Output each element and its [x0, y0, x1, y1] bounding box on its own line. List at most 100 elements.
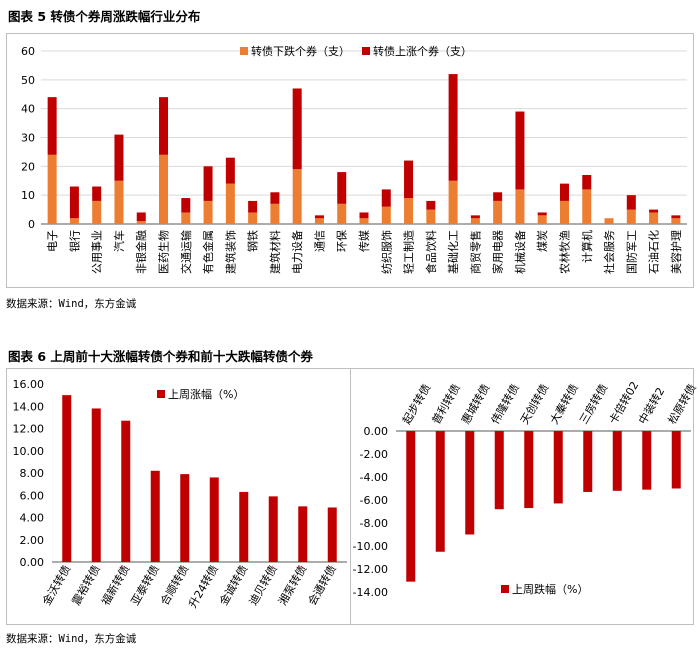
- category-label: 煤炭: [536, 230, 549, 252]
- gainer-bar-8: [298, 506, 308, 562]
- category-label: 食品饮料: [424, 230, 438, 274]
- bar-up-14: [359, 212, 369, 219]
- bar-down-0: [47, 154, 57, 224]
- loser-category-label: 起步转债: [399, 381, 433, 426]
- category-label: 通信: [313, 230, 326, 252]
- gainer-bar-4: [180, 474, 190, 562]
- bar-up-17: [426, 200, 436, 210]
- gainer-category-label: 迪贝转债: [246, 563, 280, 608]
- bar-down-10: [270, 203, 280, 224]
- category-label: 基础化工: [446, 230, 460, 274]
- gainer-category-label: 金诚转债: [216, 563, 250, 608]
- gainer-bar-9: [327, 507, 337, 562]
- loser-category-label: 松原转债: [665, 381, 699, 426]
- bar-down-28: [671, 218, 681, 224]
- bar-up-13: [337, 172, 347, 204]
- figure6-right-frame: 0.00 -2.00 -4.00 -6.00 -8.00 -10.00 -12.00 -14.…: [350, 368, 699, 625]
- category-label: 计算机: [580, 230, 594, 263]
- bar-down-20: [493, 200, 503, 224]
- legend-label-1: 转债上涨个券（支）: [373, 44, 472, 58]
- gainer-category-label: 震裕转债: [69, 563, 103, 608]
- gainer-category-label: 合顺转债: [157, 563, 191, 608]
- category-label: 电力设备: [290, 230, 304, 274]
- bar-down-23: [559, 200, 569, 224]
- y-tick-label: 8.00: [20, 467, 45, 480]
- bar-down-2: [92, 200, 102, 224]
- bar-down-25: [604, 218, 614, 224]
- loser-category-label: 大秦转债: [547, 381, 581, 426]
- legend-label-0: 转债下跌个券（支）: [251, 44, 350, 58]
- y-tick-label: -2.00: [360, 448, 388, 461]
- loser-category-label: 中装转2: [635, 385, 667, 427]
- legend-swatch-1: [362, 47, 370, 55]
- bar-down-24: [582, 189, 592, 224]
- category-label: 银行: [67, 230, 81, 252]
- bar-up-5: [159, 97, 169, 155]
- y-tick-label: 50: [21, 74, 35, 87]
- y-tick-label: 0: [28, 218, 35, 231]
- bar-up-0: [47, 97, 57, 155]
- legend-swatch: [501, 585, 509, 593]
- y-tick-label: 10: [21, 189, 35, 202]
- loser-bar-5: [553, 431, 563, 504]
- category-label: 交通运输: [179, 230, 193, 274]
- category-label: 环保: [335, 230, 349, 252]
- loser-bar-6: [583, 431, 593, 492]
- bar-up-21: [515, 111, 525, 190]
- loser-bar-0: [406, 431, 416, 582]
- bar-up-2: [92, 186, 102, 201]
- loser-category-label: 惠城转债: [458, 381, 492, 426]
- gainer-bar-2: [121, 420, 131, 562]
- bar-up-15: [381, 189, 391, 207]
- bar-up-4: [136, 212, 146, 222]
- bar-down-8: [225, 183, 235, 224]
- bar-down-27: [649, 212, 659, 224]
- gainer-bar-6: [239, 491, 249, 562]
- bar-down-26: [626, 209, 636, 224]
- gainer-category-label: 会通转债: [305, 563, 339, 608]
- bar-up-22: [537, 212, 547, 216]
- y-tick-label: 0.00: [20, 556, 45, 569]
- category-label: 钢铁: [247, 230, 260, 252]
- bar-down-9: [248, 212, 258, 224]
- loser-bar-7: [612, 431, 622, 491]
- loser-category-label: 天创转债: [517, 381, 551, 426]
- bar-up-23: [559, 183, 569, 201]
- y-tick-label: 16.00: [13, 378, 45, 391]
- bar-up-8: [225, 157, 235, 184]
- category-label: 建筑材料: [268, 230, 282, 274]
- bar-up-19: [470, 215, 480, 219]
- gainer-bar-5: [209, 477, 219, 562]
- bar-down-15: [381, 206, 391, 224]
- gainer-bar-3: [150, 470, 160, 562]
- y-tick-label: 14.00: [13, 400, 45, 413]
- loser-bar-4: [524, 431, 534, 509]
- y-tick-label: 60: [21, 45, 35, 58]
- industry-stacked-bar-chart: 0102030405060电子 银行 公用事业 汽车 非银金融 医药生物 交通运输 有色金属建…: [21, 44, 687, 274]
- category-label: 农林牧渔: [557, 230, 571, 274]
- y-tick-label: 10.00: [13, 445, 45, 458]
- gainer-category-label: 金沃转债: [39, 563, 73, 608]
- bar-up-12: [314, 215, 324, 219]
- gainer-bar-1: [91, 408, 101, 562]
- y-tick-label: -4.00: [360, 471, 388, 484]
- y-tick-label: 20: [21, 160, 35, 173]
- top-gainers-bar-chart: 0.00 2.00 4.00 6.00 8.00 10.00 12.00 14.00 16.00…: [13, 378, 347, 610]
- bar-up-7: [203, 166, 213, 201]
- bar-down-12: [314, 218, 324, 224]
- bar-up-11: [292, 88, 302, 170]
- figure6-left-frame: 0.00 2.00 4.00 6.00 8.00 10.00 12.00 14.00 16.00…: [6, 368, 351, 625]
- bar-down-22: [537, 215, 547, 224]
- gainer-bar-7: [268, 496, 278, 562]
- bar-down-16: [404, 198, 414, 224]
- bar-down-13: [337, 203, 347, 224]
- bar-down-17: [426, 209, 436, 224]
- category-label: 汽车: [112, 230, 126, 252]
- legend-swatch-0: [240, 47, 248, 55]
- y-tick-label: -12.00: [353, 563, 388, 576]
- bar-up-28: [671, 215, 681, 219]
- loser-category-label: 伟隆转债: [488, 381, 522, 426]
- category-label: 石油石化: [647, 230, 661, 274]
- bar-up-9: [248, 200, 258, 213]
- legend-label: 上周涨幅（%）: [168, 388, 244, 401]
